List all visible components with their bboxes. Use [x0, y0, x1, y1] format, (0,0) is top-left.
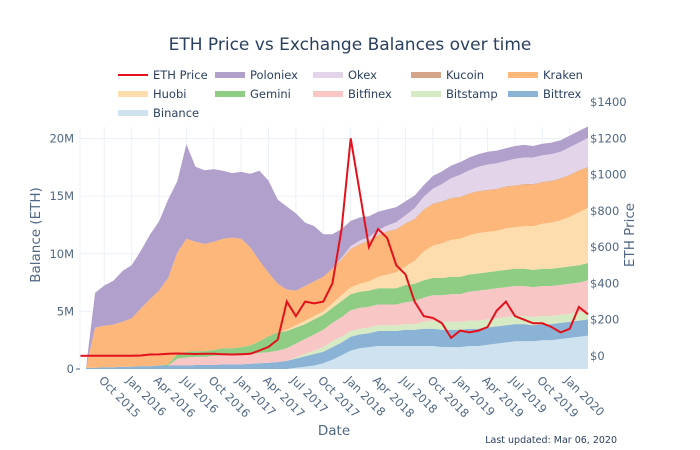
y2-tick-label: $0 — [590, 349, 605, 363]
legend-swatch — [508, 72, 538, 78]
legend-item-bitfinex: Bitfinex — [313, 87, 392, 101]
area-kraken — [86, 167, 588, 368]
legend-item-poloniex: Poloniex — [215, 68, 298, 82]
y-axis-title: Balance (ETH) — [28, 187, 44, 283]
legend-swatch — [508, 91, 538, 97]
legend-swatch — [215, 72, 245, 78]
y-tick-label: 0 — [67, 362, 74, 376]
legend-label: Gemini — [250, 87, 291, 101]
x-axis-title: Date — [318, 423, 350, 439]
y-tick-label: 15M — [49, 189, 74, 203]
y2-tick-label: $600 — [590, 240, 619, 254]
legend-label: Okex — [348, 68, 377, 82]
last-updated-note: Last updated: Mar 06, 2020 — [485, 435, 617, 446]
y2-tick-label: $200 — [590, 313, 619, 327]
area-bitstamp — [86, 311, 588, 368]
y2-tick-label: $400 — [590, 276, 619, 290]
legend-item-huobi: Huobi — [118, 87, 186, 101]
legend-label: Huobi — [153, 87, 186, 101]
area-binance — [86, 335, 588, 369]
y2-axis-ticks: $0 $200 $400 $600 $800 $1000 $1200 $1400 — [590, 95, 627, 363]
legend-item-kraken: Kraken — [508, 68, 583, 82]
legend-item-gemini: Gemini — [215, 87, 291, 101]
y-axis-ticks: 0 5M 10M 15M 20M — [49, 132, 80, 376]
legend-label: Kucoin — [446, 68, 484, 82]
legend: ETH Price Poloniex Okex Kucoin Kraken Huobi Ge… — [118, 68, 583, 120]
legend-item-bittrex: Bittrex — [508, 87, 581, 101]
area-huobi — [86, 207, 588, 368]
legend-swatch — [118, 110, 148, 116]
legend-label: ETH Price — [153, 68, 208, 82]
legend-label: Poloniex — [250, 68, 298, 82]
y-tick-label: 5M — [57, 304, 74, 318]
legend-label: Bitfinex — [348, 87, 392, 101]
y2-tick-label: $800 — [590, 204, 619, 218]
legend-swatch — [215, 91, 245, 97]
y-tick-label: 10M — [49, 247, 74, 261]
area-poloniex — [86, 126, 588, 368]
legend-item-kucoin: Kucoin — [411, 68, 484, 82]
y2-tick-label: $1200 — [590, 131, 627, 145]
eth-price-line — [86, 138, 589, 357]
legend-swatch — [411, 91, 441, 97]
legend-swatch — [313, 91, 343, 97]
legend-item-okex: Okex — [313, 68, 377, 82]
areas-layer — [86, 126, 588, 369]
y2-axis-title: ETH Price — [622, 203, 638, 267]
y2-tick-label: $1000 — [590, 168, 627, 182]
legend-swatch — [118, 91, 148, 97]
legend-swatch — [411, 72, 441, 78]
legend-item-eth-price: ETH Price — [118, 68, 208, 82]
legend-label: Binance — [153, 106, 199, 120]
y2-tick-label: $1400 — [590, 95, 627, 109]
chart-title: ETH Price vs Exchange Balances over time — [169, 35, 532, 55]
area-okex — [86, 137, 588, 368]
y-tick-label: 20M — [49, 132, 74, 146]
legend-label: Kraken — [543, 68, 583, 82]
area-bitfinex — [86, 280, 588, 368]
legend-label: Bittrex — [543, 87, 581, 101]
area-gemini — [86, 263, 588, 368]
price-layer — [80, 138, 589, 357]
legend-label: Bitstamp — [446, 87, 498, 101]
legend-item-bitstamp: Bitstamp — [411, 87, 498, 101]
legend-swatch — [313, 72, 343, 78]
legend-item-binance: Binance — [118, 106, 199, 120]
